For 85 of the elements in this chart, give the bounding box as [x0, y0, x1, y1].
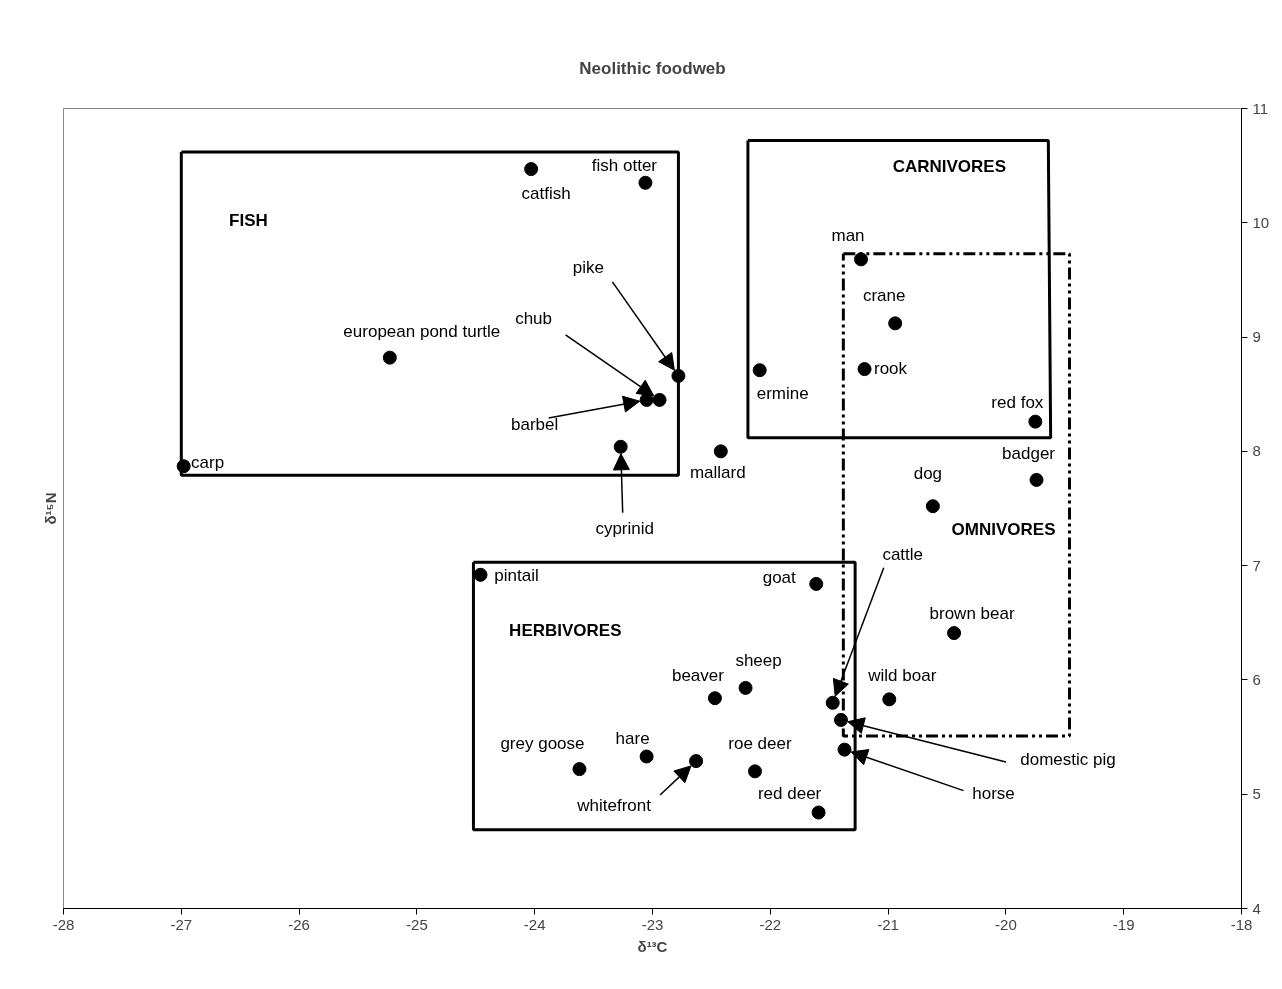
- point: [652, 392, 667, 407]
- point: [671, 368, 686, 383]
- point: [833, 712, 848, 727]
- annotation: ermine: [756, 383, 809, 403]
- annotation: crane: [862, 285, 906, 305]
- x-tick-label: -19: [1112, 915, 1135, 933]
- point: [825, 695, 840, 710]
- annotation: beaver: [671, 665, 725, 685]
- annotation: man: [831, 225, 865, 245]
- point: [738, 680, 753, 695]
- x-tick-label: -28: [52, 915, 75, 933]
- annotation: barbel: [510, 415, 559, 435]
- y-tick-label: 4: [1252, 899, 1261, 917]
- annotation: grey goose: [500, 733, 585, 753]
- point: [639, 749, 654, 764]
- annotation: red deer: [757, 784, 822, 803]
- annotation: carp: [191, 452, 225, 472]
- annotation: roe deer: [728, 733, 792, 753]
- annotation: OMNIVORES: [951, 519, 1056, 539]
- annotation: horse: [972, 784, 1015, 804]
- x-tick-label: -20: [995, 915, 1017, 933]
- annotation: cyprinid: [595, 519, 654, 539]
- x-tick-label: -23: [641, 915, 664, 933]
- point: [947, 626, 962, 641]
- annotation: whitefront: [576, 795, 652, 815]
- annotation: rook: [874, 358, 908, 378]
- point: [857, 362, 872, 377]
- annotation: goat: [762, 568, 797, 588]
- point: [707, 691, 722, 706]
- point: [809, 576, 824, 591]
- point: [811, 805, 826, 820]
- annotation: brown bear: [929, 603, 1015, 623]
- point: [1028, 414, 1043, 429]
- point: [473, 567, 488, 582]
- annotation: mallard: [689, 462, 746, 482]
- annotation: HERBIVORES: [509, 621, 622, 641]
- point: [747, 764, 762, 779]
- annotation: red fox: [991, 393, 1044, 413]
- point: [572, 762, 587, 777]
- y-tick-label: 9: [1252, 328, 1261, 346]
- y-tick-label: 11: [1252, 99, 1269, 117]
- y-tick-label: 5: [1252, 785, 1261, 803]
- point: [882, 692, 897, 707]
- annotation: domestic pig: [1020, 750, 1116, 770]
- point: [925, 499, 940, 514]
- annotation: hare: [615, 729, 650, 748]
- x-tick-label: -25: [406, 915, 428, 933]
- x-tick-label: -21: [877, 915, 899, 933]
- point: [837, 742, 852, 757]
- annotation: FISH: [229, 211, 268, 230]
- point: [176, 459, 191, 474]
- x-axis-title: δ¹³C: [637, 937, 668, 955]
- annotation: pike: [572, 258, 605, 278]
- x-tick-label: -27: [170, 915, 193, 933]
- x-tick-label: -24: [523, 915, 546, 933]
- x-tick-label: -26: [288, 915, 310, 933]
- y-tick-label: 7: [1252, 556, 1261, 574]
- y-tick-label: 10: [1252, 213, 1270, 231]
- annotation: catfish: [521, 183, 571, 203]
- y-tick-label: 6: [1252, 670, 1261, 688]
- annotation: CARNIVORES: [892, 157, 1007, 177]
- point: [638, 175, 653, 190]
- annotation: dog: [913, 463, 943, 483]
- annotation: cattle: [882, 545, 924, 565]
- annotation: fish otter: [591, 156, 658, 176]
- point: [382, 350, 397, 365]
- annotation: chub: [515, 309, 553, 329]
- point: [854, 252, 869, 267]
- x-tick-label: -22: [759, 915, 782, 933]
- x-tick-label: -18: [1230, 915, 1253, 933]
- point: [713, 444, 728, 459]
- point: [689, 754, 704, 769]
- annotation: sheep: [735, 651, 782, 671]
- y-axis-title: δ¹⁵N: [41, 492, 59, 525]
- annotation: badger: [1002, 444, 1056, 464]
- chart-title: Neolithic foodweb: [579, 58, 726, 78]
- y-tick-label: 8: [1252, 442, 1261, 460]
- point: [752, 363, 767, 378]
- point: [888, 316, 903, 331]
- point: [524, 162, 539, 177]
- point: [613, 439, 628, 454]
- annotation: european pond turtle: [343, 322, 501, 342]
- annotation: pintail: [494, 566, 539, 586]
- point: [1029, 472, 1044, 487]
- annotation: wild boar: [867, 665, 937, 685]
